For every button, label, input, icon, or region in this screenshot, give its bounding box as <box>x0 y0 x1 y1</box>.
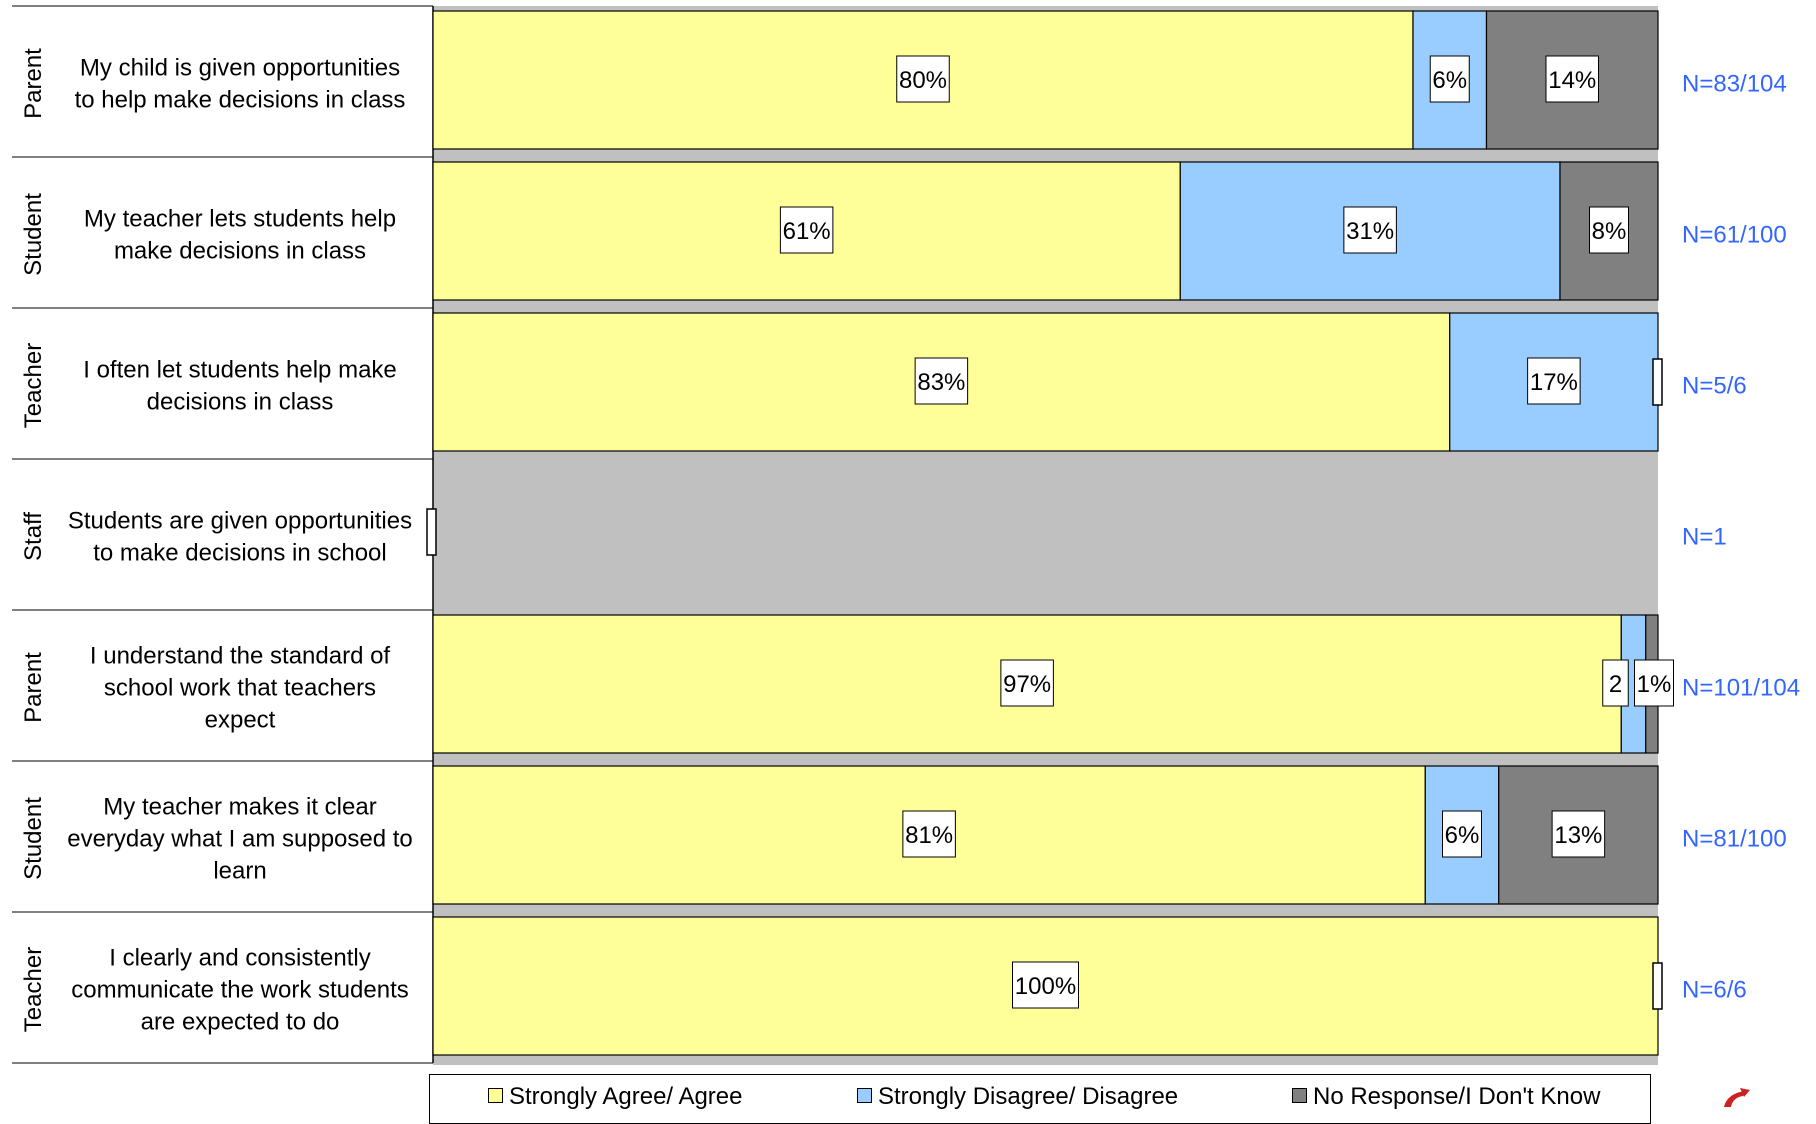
row-question-label: to help make decisions in class <box>75 87 406 114</box>
row-n-label: N=83/104 <box>1682 71 1787 98</box>
data-label-box <box>1343 206 1397 254</box>
row-n-label: N=81/100 <box>1682 826 1787 853</box>
row-question-label: communicate the work students <box>71 977 409 1004</box>
legend-label-no-response: No Response/I Don't Know <box>1313 1083 1601 1110</box>
legend-swatch-disagree <box>857 1088 872 1103</box>
data-label: 80% <box>899 67 947 94</box>
corner-logo-icon <box>1724 1088 1750 1107</box>
data-label: 17% <box>1530 369 1578 396</box>
row-n-label: N=61/100 <box>1682 222 1787 249</box>
row-question-label: Students are given opportunities <box>68 508 412 535</box>
row-question-label: I understand the standard of <box>90 643 391 670</box>
data-label-box <box>1634 659 1674 707</box>
legend-item-disagree: Strongly Disagree/ Disagree <box>857 1083 1178 1111</box>
data-label: 81% <box>905 822 953 849</box>
data-label: 2 <box>1609 671 1622 698</box>
data-label: 13% <box>1554 822 1602 849</box>
row-question-label: school work that teachers <box>104 675 376 702</box>
data-label-box <box>1551 810 1606 858</box>
row-question-label: make decisions in class <box>114 238 366 265</box>
data-label-box <box>1429 55 1470 103</box>
data-label: 83% <box>917 369 965 396</box>
data-label: 100% <box>1015 973 1076 1000</box>
row-question-label: to make decisions in school <box>93 540 386 567</box>
row-group-label: Teacher <box>20 947 47 1032</box>
row-n-label: N=1 <box>1682 524 1727 551</box>
row-group-label: Parent <box>20 48 47 119</box>
row-question-label: My child is given opportunities <box>80 55 400 82</box>
data-label-box <box>1527 357 1581 405</box>
data-label-box <box>1589 206 1629 254</box>
data-label-box <box>1545 55 1599 103</box>
data-label-box <box>1602 659 1629 707</box>
row-question-label: I clearly and consistently <box>109 945 370 972</box>
empty-value-marker <box>426 508 437 556</box>
legend-label-agree: Strongly Agree/ Agree <box>509 1083 743 1110</box>
legend-swatch-agree <box>488 1088 503 1103</box>
legend-item-agree: Strongly Agree/ Agree <box>488 1083 742 1111</box>
row-question-label: decisions in class <box>147 389 334 416</box>
data-label: 8% <box>1592 218 1627 245</box>
row-group-label: Student <box>20 193 47 276</box>
row-group-label: Parent <box>20 652 47 723</box>
row-question-label: expect <box>205 707 276 734</box>
data-label: 61% <box>783 218 831 245</box>
row-n-label: N=6/6 <box>1682 977 1747 1004</box>
row-group-label: Teacher <box>20 343 47 428</box>
chart-legend: Strongly Agree/ Agree Strongly Disagree/… <box>429 1074 1651 1124</box>
row-question-label: I often let students help make <box>83 357 397 384</box>
row-group-label: Staff <box>20 512 47 561</box>
row-question-label: learn <box>213 858 266 885</box>
data-label: 14% <box>1548 67 1596 94</box>
row-question-label: everyday what I am supposed to <box>67 826 413 853</box>
data-label: 31% <box>1346 218 1394 245</box>
data-label: 6% <box>1432 67 1467 94</box>
zero-value-marker <box>1652 358 1663 406</box>
data-label: 97% <box>1003 671 1051 698</box>
row-question-label: are expected to do <box>141 1009 340 1036</box>
row-n-label: N=5/6 <box>1682 373 1747 400</box>
data-label-box <box>902 810 956 858</box>
zero-value-marker <box>1652 962 1663 1010</box>
data-label-box <box>779 206 834 254</box>
row-question-label: My teacher makes it clear <box>103 794 376 821</box>
row-question-label: My teacher lets students help <box>84 206 396 233</box>
data-label-box <box>914 357 969 405</box>
data-label-box <box>1000 659 1054 707</box>
data-label: 6% <box>1445 822 1480 849</box>
legend-swatch-no-response <box>1292 1088 1307 1103</box>
legend-item-no-response: No Response/I Don't Know <box>1292 1083 1600 1111</box>
legend-label-disagree: Strongly Disagree/ Disagree <box>878 1083 1179 1110</box>
data-label: 1% <box>1637 671 1672 698</box>
bar-segment <box>1412 10 1488 150</box>
row-n-label: N=101/104 <box>1682 675 1800 702</box>
data-label-box <box>896 55 950 103</box>
row-group-label: Student <box>20 797 47 880</box>
data-label-box <box>1012 961 1079 1009</box>
data-label-box <box>1442 810 1482 858</box>
